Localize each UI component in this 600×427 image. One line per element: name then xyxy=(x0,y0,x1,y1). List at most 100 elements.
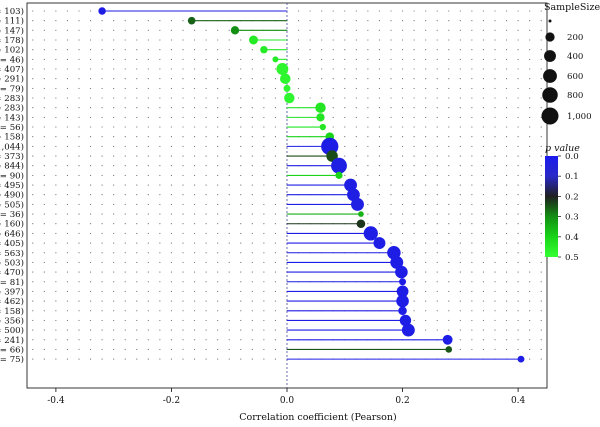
data-point xyxy=(319,123,326,131)
grid-dot xyxy=(136,194,138,196)
grid-dot xyxy=(425,10,427,12)
grid-dot xyxy=(263,87,265,89)
grid-dot xyxy=(32,339,34,341)
grid-dot xyxy=(402,68,404,70)
grid-dot xyxy=(55,300,57,302)
grid-dot xyxy=(263,242,265,244)
grid-dot xyxy=(32,145,34,147)
grid-dot xyxy=(529,136,531,138)
grid-dot xyxy=(124,232,126,234)
grid-dot xyxy=(448,329,450,331)
grid-dot xyxy=(425,261,427,263)
grid-dot xyxy=(66,126,68,128)
grid-dot xyxy=(402,10,404,12)
grid-dot xyxy=(517,271,519,273)
grid-dot xyxy=(378,68,380,70)
grid-dot xyxy=(32,10,34,12)
grid-dot xyxy=(367,194,369,196)
grid-dot xyxy=(78,242,80,244)
grid-dot xyxy=(471,242,473,244)
grid-dot xyxy=(482,58,484,60)
grid-dot xyxy=(402,194,404,196)
grid-dot xyxy=(482,116,484,118)
grid-dot xyxy=(332,39,334,41)
grid-dot xyxy=(240,58,242,60)
grid-dot xyxy=(55,39,57,41)
grid-dot xyxy=(506,290,508,292)
grid-dot xyxy=(124,329,126,331)
grid-dot xyxy=(274,271,276,273)
grid-dot xyxy=(194,68,196,70)
grid-dot xyxy=(413,281,415,283)
grid-dot xyxy=(66,319,68,321)
grid-dot xyxy=(101,348,103,350)
grid-dot xyxy=(378,10,380,12)
grid-dot xyxy=(344,116,346,118)
grid-dot xyxy=(390,29,392,31)
grid-dot xyxy=(494,213,496,215)
grid-dot xyxy=(170,107,172,109)
grid-dot xyxy=(459,223,461,225)
grid-dot xyxy=(309,87,311,89)
grid-dot xyxy=(170,242,172,244)
grid-dot xyxy=(448,136,450,138)
grid-dot xyxy=(471,319,473,321)
grid-dot xyxy=(194,87,196,89)
grid-dot xyxy=(436,20,438,22)
grid-dot xyxy=(482,223,484,225)
grid-dot xyxy=(448,10,450,12)
grid-dot xyxy=(402,252,404,254)
grid-dot xyxy=(425,300,427,302)
grid-dot xyxy=(217,329,219,331)
grid-dot xyxy=(124,136,126,138)
grid-dot xyxy=(55,145,57,147)
grid-dot xyxy=(540,252,542,254)
grid-dot xyxy=(43,155,45,157)
grid-dot xyxy=(506,252,508,254)
x-axis-title: Correlation coefficient (Pearson) xyxy=(239,412,396,423)
grid-dot xyxy=(355,107,357,109)
grid-dot xyxy=(217,319,219,321)
grid-dot xyxy=(251,58,253,60)
grid-dot xyxy=(136,310,138,312)
category-label: PCPG (N = 160) xyxy=(0,219,24,230)
grid-dot xyxy=(90,310,92,312)
grid-dot xyxy=(228,232,230,234)
grid-dot xyxy=(448,87,450,89)
grid-dot xyxy=(448,20,450,22)
grid-dot xyxy=(506,145,508,147)
grid-dot xyxy=(182,39,184,41)
grid-dot xyxy=(367,174,369,176)
grid-dot xyxy=(240,39,242,41)
grid-dot xyxy=(170,290,172,292)
grid-dot xyxy=(506,203,508,205)
grid-dot xyxy=(113,29,115,31)
grid-dot xyxy=(332,116,334,118)
grid-dot xyxy=(32,194,34,196)
grid-dot xyxy=(494,319,496,321)
grid-dot xyxy=(90,271,92,273)
data-point xyxy=(272,56,279,63)
grid-dot xyxy=(90,319,92,321)
grid-dot xyxy=(425,184,427,186)
grid-dot xyxy=(506,58,508,60)
grid-dot xyxy=(459,271,461,273)
grid-dot xyxy=(448,155,450,157)
grid-dot xyxy=(517,107,519,109)
grid-dot xyxy=(448,78,450,80)
grid-dot xyxy=(147,271,149,273)
size-legend-title: SampleSize xyxy=(544,2,600,13)
grid-dot xyxy=(367,223,369,225)
grid-dot xyxy=(390,107,392,109)
grid-dot xyxy=(240,174,242,176)
grid-dot xyxy=(251,155,253,157)
grid-dot xyxy=(113,20,115,22)
grid-dot xyxy=(459,68,461,70)
grid-dot xyxy=(124,300,126,302)
grid-dot xyxy=(378,203,380,205)
grid-dot xyxy=(517,174,519,176)
grid-dot xyxy=(494,10,496,12)
grid-dot xyxy=(471,329,473,331)
grid-dot xyxy=(540,49,542,51)
grid-dot xyxy=(101,68,103,70)
